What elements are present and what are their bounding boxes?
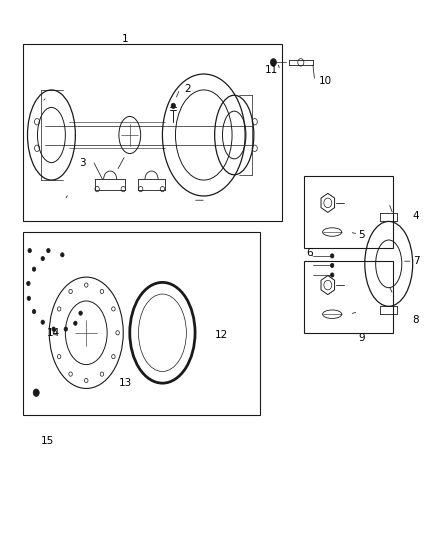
Text: 9: 9 [358, 333, 365, 343]
Text: 2: 2 [184, 84, 191, 94]
Text: 4: 4 [413, 211, 419, 221]
Text: 6: 6 [306, 248, 313, 259]
Text: 5: 5 [358, 230, 365, 240]
Circle shape [330, 263, 334, 268]
Circle shape [32, 310, 36, 314]
Text: 7: 7 [413, 256, 419, 266]
Text: 3: 3 [80, 158, 86, 168]
Text: 1: 1 [122, 34, 129, 44]
Circle shape [47, 248, 50, 253]
Circle shape [41, 320, 45, 324]
Bar [23, 232, 260, 415]
Circle shape [32, 267, 36, 271]
Text: 14: 14 [47, 328, 60, 338]
Text: 11: 11 [265, 66, 278, 75]
Text: 13: 13 [119, 378, 132, 388]
Circle shape [270, 59, 276, 66]
Circle shape [330, 273, 334, 277]
Circle shape [27, 281, 30, 286]
Circle shape [33, 389, 39, 397]
Circle shape [79, 311, 82, 316]
Text: 10: 10 [319, 76, 332, 86]
Bar [23, 44, 282, 221]
Bar [304, 261, 393, 333]
Text: 8: 8 [413, 314, 419, 325]
Circle shape [171, 103, 176, 109]
Text: 12: 12 [215, 330, 228, 341]
Bar [304, 176, 393, 248]
Circle shape [74, 321, 77, 325]
Circle shape [41, 256, 45, 261]
Circle shape [64, 327, 67, 331]
Circle shape [60, 253, 64, 257]
Text: 15: 15 [40, 436, 54, 446]
Circle shape [28, 248, 32, 253]
Circle shape [52, 327, 55, 331]
Circle shape [27, 296, 31, 301]
Circle shape [330, 254, 334, 258]
